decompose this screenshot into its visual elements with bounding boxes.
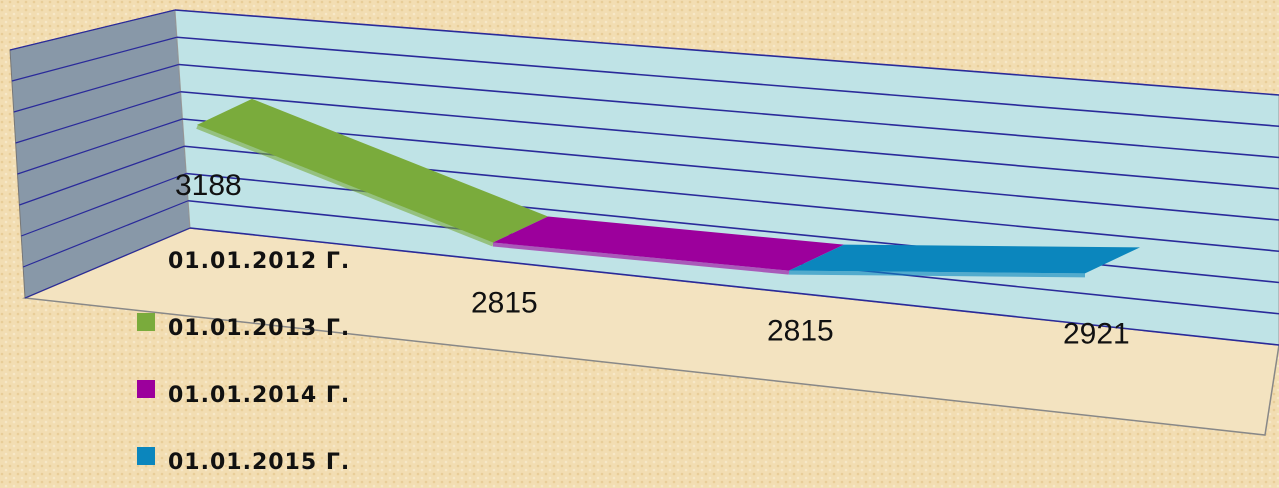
side-grid-line bbox=[15, 91, 181, 144]
grid-line bbox=[189, 227, 1279, 346]
legend-marker bbox=[137, 313, 155, 331]
side-grid-line bbox=[17, 118, 183, 175]
legend-label: 01.01.2013 Г. bbox=[168, 316, 350, 341]
side-grid-line bbox=[21, 172, 187, 237]
ribbon-edge bbox=[492, 242, 790, 275]
side-grid-line bbox=[11, 36, 178, 82]
ribbon-edge bbox=[196, 125, 494, 247]
grid-line bbox=[180, 90, 1279, 190]
grid-line bbox=[178, 63, 1279, 159]
ribbon-segment bbox=[493, 216, 844, 271]
side-grid-line bbox=[13, 63, 179, 113]
ribbon-segment bbox=[789, 244, 1140, 274]
legend-label: 01.01.2015 Г. bbox=[168, 450, 350, 475]
legend-label: 01.01.2012 Г. bbox=[168, 249, 350, 274]
ribbon-segment bbox=[197, 98, 548, 243]
grid-line bbox=[176, 36, 1279, 128]
grid-line bbox=[182, 118, 1279, 221]
legend-marker bbox=[137, 447, 155, 465]
side-grid-line bbox=[22, 200, 189, 268]
ribbon-edge bbox=[788, 270, 1086, 278]
data-label: 2921 bbox=[1063, 317, 1130, 350]
side-grid-line bbox=[9, 9, 176, 51]
data-label: 2815 bbox=[471, 287, 538, 320]
side-grid-line bbox=[19, 145, 185, 206]
data-label: 2815 bbox=[767, 315, 834, 348]
data-label: 3188 bbox=[175, 169, 242, 202]
legend-marker bbox=[137, 380, 155, 398]
side-grid-line bbox=[24, 227, 191, 299]
legend-label: 01.01.2014 Г. bbox=[168, 383, 350, 408]
grid-line bbox=[174, 9, 1279, 96]
